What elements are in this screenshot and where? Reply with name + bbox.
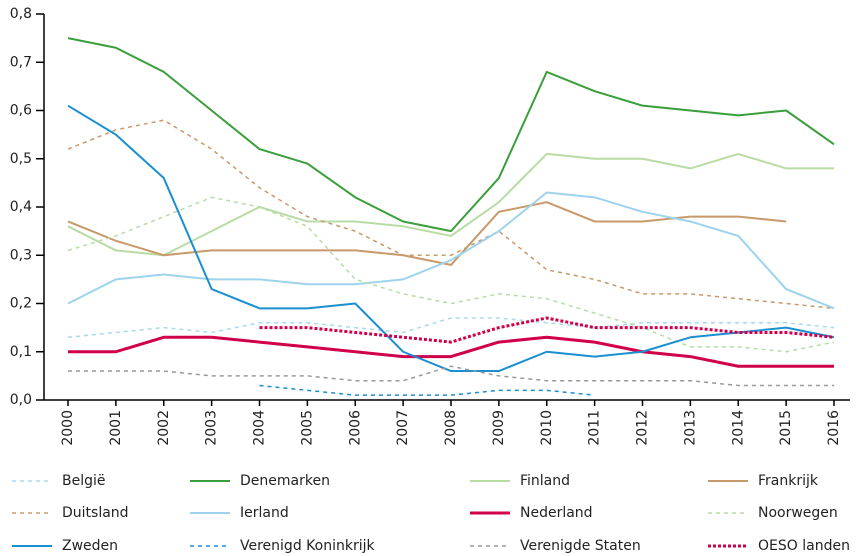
legend-label: Duitsland — [62, 505, 129, 521]
series-line — [67, 317, 835, 339]
y-tick-label: 0,0 — [10, 392, 32, 408]
x-tick-label: 2002 — [156, 410, 172, 446]
series-line — [259, 316, 835, 344]
series-line — [68, 365, 834, 387]
legend-label: Verenigde Staten — [520, 538, 641, 554]
x-tick-label: 2007 — [395, 410, 411, 446]
series-line — [67, 119, 835, 310]
x-tick-label: 2000 — [60, 410, 76, 446]
x-tick-label: 2014 — [730, 410, 746, 446]
y-tick-label: 0,4 — [10, 199, 32, 215]
x-tick-label: 2003 — [204, 410, 220, 446]
legend-label: OESO landen — [758, 538, 850, 554]
legend-label: België — [62, 473, 106, 489]
legend-label: Finland — [520, 473, 570, 489]
x-tick-label: 2013 — [682, 410, 698, 446]
y-tick-label: 0,6 — [10, 103, 32, 119]
series-line — [68, 335, 834, 368]
x-tick-label: 2015 — [778, 410, 794, 446]
legend-label: Verenigd Koninkrijk — [240, 538, 375, 554]
x-tick-label: 2010 — [539, 410, 555, 446]
x-tick-label: 2008 — [443, 410, 459, 446]
x-tick-label: 2016 — [826, 410, 842, 446]
x-tick-label: 2006 — [347, 410, 363, 446]
series-line — [67, 152, 834, 257]
y-tick-label: 0,3 — [10, 247, 32, 263]
y-tick-label: 0,5 — [10, 151, 32, 167]
series-line — [259, 384, 595, 396]
x-tick-label: 2005 — [299, 410, 315, 446]
series-line — [67, 196, 835, 353]
legend-label: Denemarken — [240, 473, 330, 489]
x-tick-label: 2001 — [108, 410, 124, 446]
x-tick-label: 2012 — [635, 410, 651, 446]
x-tick-label: 2011 — [587, 410, 603, 446]
legend-label: Nederland — [520, 505, 593, 521]
y-tick-label: 0,7 — [10, 54, 32, 70]
series-line — [67, 37, 835, 233]
legend-label: Noorwegen — [758, 505, 838, 521]
series-line — [67, 104, 835, 373]
legend-label: Ierland — [240, 505, 289, 521]
series-line — [67, 191, 835, 310]
y-tick-label: 0,2 — [10, 296, 32, 312]
x-tick-label: 2009 — [491, 410, 507, 446]
series-line — [67, 201, 787, 266]
legend-label: Zweden — [62, 538, 118, 554]
y-tick-label: 0,8 — [10, 6, 32, 22]
x-tick-label: 2004 — [252, 410, 268, 446]
y-tick-label: 0,1 — [10, 344, 32, 360]
legend-label: Frankrijk — [758, 473, 819, 489]
